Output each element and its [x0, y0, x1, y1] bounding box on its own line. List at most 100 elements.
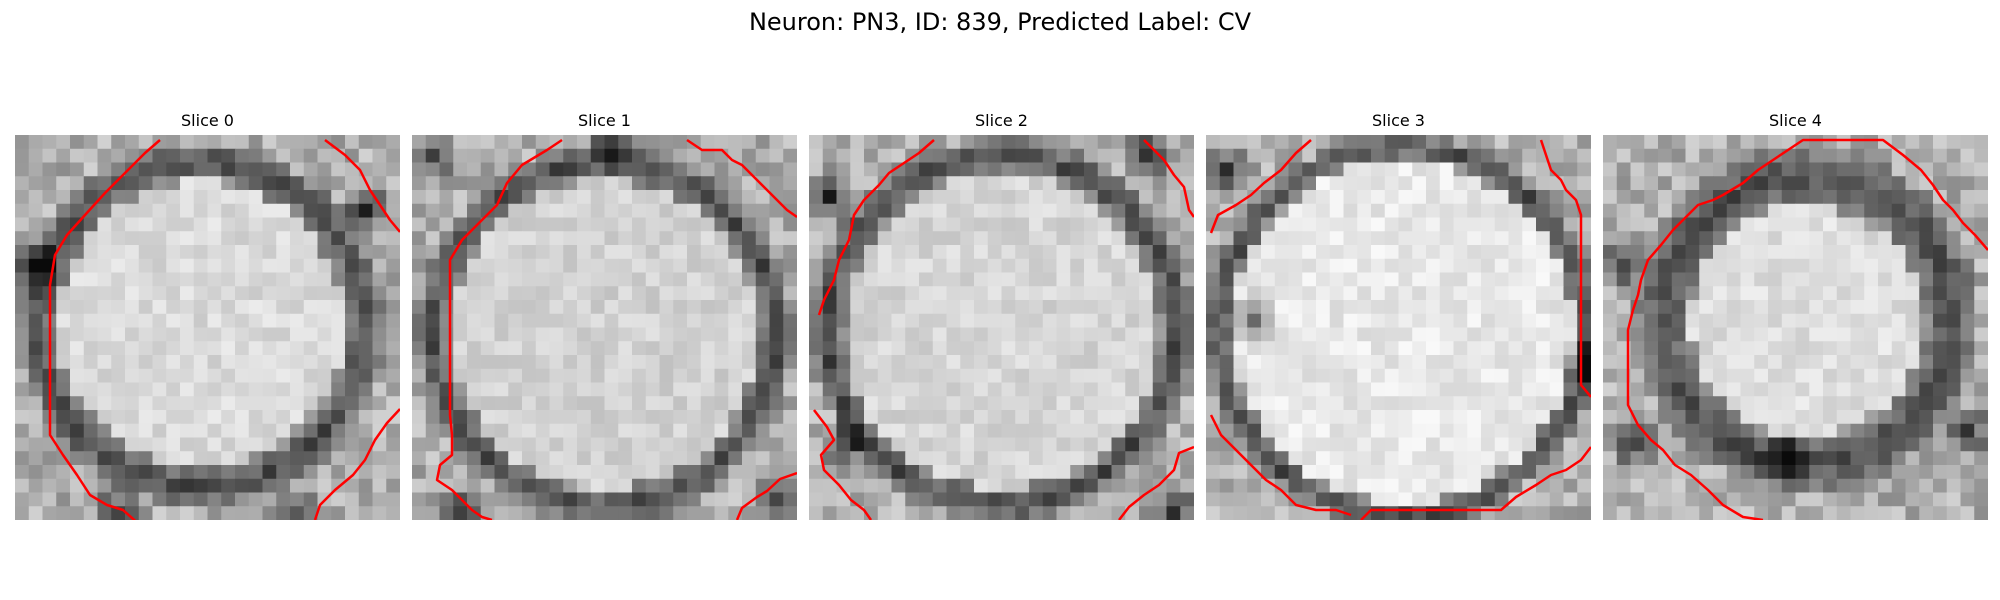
image-pixel: [1685, 465, 1700, 480]
image-pixel: [1453, 258, 1468, 273]
image-pixel: [974, 231, 989, 246]
image-pixel: [508, 506, 523, 520]
image-pixel: [1384, 492, 1399, 507]
image-pixel: [1166, 313, 1181, 328]
image-pixel: [345, 451, 360, 466]
image-pixel: [138, 203, 153, 218]
image-pixel: [1070, 437, 1085, 452]
image-pixel: [1453, 465, 1468, 480]
image-pixel: [1453, 245, 1468, 260]
image-pixel: [467, 217, 482, 232]
image-pixel: [1233, 396, 1248, 411]
image-pixel: [180, 135, 195, 150]
image-pixel: [1740, 355, 1755, 370]
image-pixel: [166, 368, 181, 383]
image-pixel: [1056, 135, 1071, 150]
image-pixel: [1029, 272, 1044, 287]
image-pixel: [1261, 437, 1276, 452]
image-pixel: [1329, 465, 1344, 480]
image-pixel: [1713, 162, 1728, 177]
image-pixel: [1549, 341, 1564, 356]
image-pixel: [659, 272, 674, 287]
image-pixel: [494, 437, 509, 452]
image-pixel: [262, 190, 277, 205]
image-pixel: [535, 437, 550, 452]
image-pixel: [1850, 231, 1865, 246]
image-pixel: [1563, 231, 1578, 246]
image-pixel: [1878, 355, 1893, 370]
image-pixel: [1357, 313, 1372, 328]
image-pixel: [262, 451, 277, 466]
image-pixel: [974, 492, 989, 507]
image-pixel: [932, 355, 947, 370]
image-pixel: [1111, 286, 1126, 301]
image-pixel: [1754, 437, 1769, 452]
contour-line: [686, 138, 797, 219]
image-pixel: [769, 451, 784, 466]
image-pixel: [1685, 437, 1700, 452]
image-pixel: [618, 478, 633, 493]
image-pixel: [604, 217, 619, 232]
image-pixel: [1933, 410, 1948, 425]
image-pixel: [1685, 258, 1700, 273]
image-pixel: [673, 341, 688, 356]
image-pixel: [960, 286, 975, 301]
image-pixel: [1180, 258, 1194, 273]
image-pixel: [836, 313, 851, 328]
image-pixel: [864, 245, 879, 260]
image-pixel: [425, 396, 440, 411]
image-pixel: [1357, 203, 1372, 218]
image-pixel: [891, 410, 906, 425]
image-pixel: [563, 396, 578, 411]
image-pixel: [317, 217, 332, 232]
image-pixel: [700, 410, 715, 425]
image-pixel: [1288, 190, 1303, 205]
image-pixel: [1864, 313, 1879, 328]
image-pixel: [235, 203, 250, 218]
image-pixel: [974, 410, 989, 425]
image-pixel: [193, 423, 208, 438]
image-pixel: [1398, 451, 1413, 466]
image-pixel: [687, 258, 702, 273]
image-pixel: [1905, 272, 1920, 287]
image-pixel: [659, 300, 674, 315]
image-pixel: [590, 382, 605, 397]
image-pixel: [1960, 465, 1975, 480]
image-pixel: [138, 506, 153, 520]
image-pixel: [111, 190, 126, 205]
image-pixel: [1111, 135, 1126, 150]
image-pixel: [317, 245, 332, 260]
image-pixel: [467, 190, 482, 205]
image-pixel: [769, 437, 784, 452]
image-pixel: [932, 506, 947, 520]
image-pixel: [386, 478, 400, 493]
image-pixel: [1371, 465, 1386, 480]
image-pixel: [1180, 451, 1194, 466]
image-pixel: [138, 368, 153, 383]
image-pixel: [1616, 217, 1631, 232]
image-pixel: [522, 506, 537, 520]
image-pixel: [1152, 217, 1167, 232]
image-pixel: [1015, 506, 1030, 520]
image-pixel: [508, 423, 523, 438]
image-pixel: [97, 286, 112, 301]
image-pixel: [1453, 300, 1468, 315]
image-pixel: [221, 190, 236, 205]
image-pixel: [28, 162, 43, 177]
image-pixel: [769, 217, 784, 232]
image-pixel: [221, 300, 236, 315]
image-pixel: [290, 313, 305, 328]
image-pixel: [590, 396, 605, 411]
image-pixel: [1494, 341, 1509, 356]
image-pixel: [1097, 258, 1112, 273]
image-pixel: [769, 341, 784, 356]
image-pixel: [467, 327, 482, 342]
image-pixel: [1029, 258, 1044, 273]
image-pixel: [166, 217, 181, 232]
image-pixel: [70, 203, 85, 218]
image-pixel: [742, 272, 757, 287]
image-pixel: [1219, 355, 1234, 370]
image-pixel: [1850, 190, 1865, 205]
image-pixel: [303, 451, 318, 466]
image-pixel: [590, 203, 605, 218]
